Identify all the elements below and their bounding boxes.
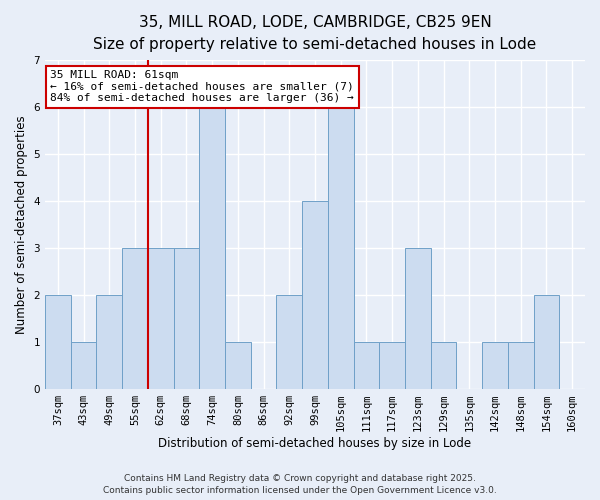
Bar [508,342,533,389]
Text: 35 MILL ROAD: 61sqm
← 16% of semi-detached houses are smaller (7)
84% of semi-de: 35 MILL ROAD: 61sqm ← 16% of semi-detach… [50,70,354,103]
Bar [328,108,353,389]
Bar [122,248,148,389]
Bar [173,248,199,389]
Bar [533,295,559,389]
Text: Contains HM Land Registry data © Crown copyright and database right 2025.
Contai: Contains HM Land Registry data © Crown c… [103,474,497,495]
Bar [277,295,302,389]
Bar [379,342,405,389]
Bar [302,201,328,389]
Bar [431,342,457,389]
Title: 35, MILL ROAD, LODE, CAMBRIDGE, CB25 9EN
Size of property relative to semi-detac: 35, MILL ROAD, LODE, CAMBRIDGE, CB25 9EN… [94,15,536,52]
Bar [225,342,251,389]
Bar [71,342,97,389]
Y-axis label: Number of semi-detached properties: Number of semi-detached properties [15,116,28,334]
Bar [45,295,71,389]
X-axis label: Distribution of semi-detached houses by size in Lode: Distribution of semi-detached houses by … [158,437,472,450]
Bar [353,342,379,389]
Bar [199,108,225,389]
Bar [148,248,173,389]
Bar [482,342,508,389]
Bar [97,295,122,389]
Bar [405,248,431,389]
